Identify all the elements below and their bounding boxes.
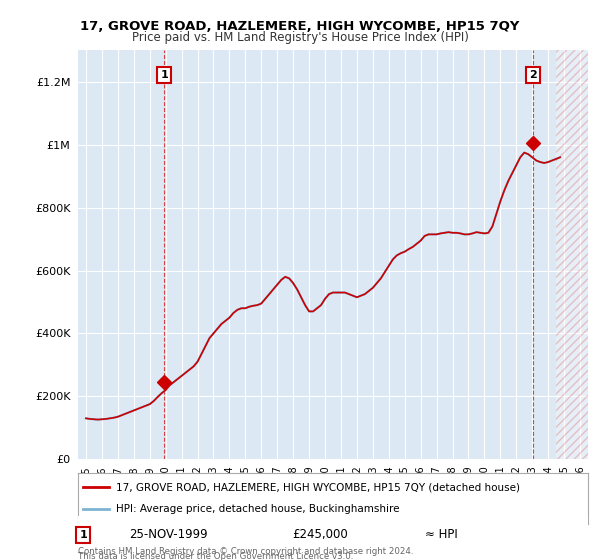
Text: 17, GROVE ROAD, HAZLEMERE, HIGH WYCOMBE, HP15 7QY (detached house): 17, GROVE ROAD, HAZLEMERE, HIGH WYCOMBE,…: [116, 482, 520, 492]
Text: HPI: Average price, detached house, Buckinghamshire: HPI: Average price, detached house, Buck…: [116, 505, 400, 515]
Text: ≈ HPI: ≈ HPI: [425, 528, 458, 542]
Text: Contains HM Land Registry data © Crown copyright and database right 2024.: Contains HM Land Registry data © Crown c…: [78, 547, 413, 556]
Text: 1: 1: [79, 530, 87, 540]
Text: Price paid vs. HM Land Registry's House Price Index (HPI): Price paid vs. HM Land Registry's House …: [131, 31, 469, 44]
Bar: [556, 50, 588, 459]
Text: 25-NOV-1999: 25-NOV-1999: [129, 528, 208, 542]
Bar: [556, 50, 588, 459]
Text: 2: 2: [529, 70, 537, 80]
Text: 1: 1: [160, 70, 168, 80]
Text: £245,000: £245,000: [292, 528, 348, 542]
Text: 17, GROVE ROAD, HAZLEMERE, HIGH WYCOMBE, HP15 7QY: 17, GROVE ROAD, HAZLEMERE, HIGH WYCOMBE,…: [80, 20, 520, 32]
Text: This data is licensed under the Open Government Licence v3.0.: This data is licensed under the Open Gov…: [78, 552, 353, 560]
